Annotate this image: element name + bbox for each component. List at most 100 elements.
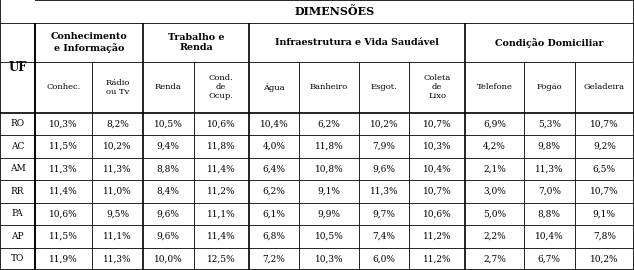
Text: 4,0%: 4,0% [262,142,286,151]
Text: 11,8%: 11,8% [207,142,236,151]
Text: 10,3%: 10,3% [315,254,344,263]
Text: 11,0%: 11,0% [103,187,132,196]
Text: Conhecimento
e Informação: Conhecimento e Informação [51,32,127,53]
Text: AC: AC [11,142,24,151]
Text: Trabalho e
Renda: Trabalho e Renda [168,33,224,52]
Text: 10,2%: 10,2% [590,254,619,263]
Text: Conhec.: Conhec. [47,83,81,91]
Text: Água: Água [263,83,285,92]
Text: 10,7%: 10,7% [590,187,619,196]
Text: 10,4%: 10,4% [535,232,564,241]
Text: 11,3%: 11,3% [103,164,132,173]
Text: 8,8%: 8,8% [538,209,561,218]
Text: 6,2%: 6,2% [318,119,340,128]
Text: 6,2%: 6,2% [262,187,285,196]
Text: 10,0%: 10,0% [154,254,183,263]
Text: 11,9%: 11,9% [49,254,78,263]
Text: 2,2%: 2,2% [483,232,506,241]
Text: 9,2%: 9,2% [593,142,616,151]
Text: 9,1%: 9,1% [318,187,340,196]
Text: 2,7%: 2,7% [483,254,506,263]
Text: 10,6%: 10,6% [423,209,451,218]
Text: Infraestrutura e Vida Saudável: Infraestrutura e Vida Saudável [275,38,439,47]
Text: 11,4%: 11,4% [207,232,236,241]
Text: 11,5%: 11,5% [49,232,78,241]
Text: 7,8%: 7,8% [593,232,616,241]
Text: Coleta
de
Lixo: Coleta de Lixo [424,74,451,100]
Text: 10,7%: 10,7% [423,187,451,196]
Text: 9,4%: 9,4% [157,142,180,151]
Text: Esgot.: Esgot. [371,83,398,91]
Text: 11,2%: 11,2% [423,232,451,241]
Text: Renda: Renda [155,83,182,91]
Text: 10,5%: 10,5% [314,232,344,241]
Text: 9,9%: 9,9% [318,209,340,218]
Text: RO: RO [11,119,25,128]
Text: 12,5%: 12,5% [207,254,236,263]
Text: 10,6%: 10,6% [49,209,78,218]
Text: Condição Domiciliar: Condição Domiciliar [495,38,604,48]
Text: 10,3%: 10,3% [49,119,78,128]
Text: 10,7%: 10,7% [423,119,451,128]
Text: 7,2%: 7,2% [262,254,285,263]
Text: 11,3%: 11,3% [49,164,78,173]
Text: 6,8%: 6,8% [262,232,286,241]
Text: Fogão: Fogão [536,83,562,91]
Text: 11,2%: 11,2% [207,187,236,196]
Text: 10,4%: 10,4% [260,119,288,128]
Text: 10,5%: 10,5% [154,119,183,128]
Text: 9,7%: 9,7% [373,209,396,218]
Text: 11,3%: 11,3% [535,164,564,173]
Text: 9,6%: 9,6% [157,232,180,241]
Text: 11,4%: 11,4% [207,164,236,173]
Text: Cond.
de
Ocup.: Cond. de Ocup. [209,74,234,100]
Text: AM: AM [10,164,25,173]
Text: AP: AP [11,232,24,241]
Text: 10,6%: 10,6% [207,119,236,128]
Text: 9,6%: 9,6% [373,164,396,173]
Text: 3,0%: 3,0% [483,187,506,196]
Text: 10,2%: 10,2% [370,119,398,128]
Text: 11,3%: 11,3% [370,187,398,196]
Text: UF: UF [8,62,27,75]
Text: 11,4%: 11,4% [49,187,78,196]
Text: 7,9%: 7,9% [373,142,396,151]
Text: TO: TO [11,254,24,263]
Text: 10,7%: 10,7% [590,119,619,128]
Text: 6,0%: 6,0% [373,254,396,263]
Text: 10,4%: 10,4% [423,164,451,173]
Text: 8,4%: 8,4% [157,187,180,196]
Text: 8,2%: 8,2% [107,119,129,128]
Text: 11,8%: 11,8% [314,142,344,151]
Text: 10,8%: 10,8% [314,164,344,173]
Text: 11,3%: 11,3% [103,254,132,263]
Text: 9,8%: 9,8% [538,142,561,151]
Text: 9,1%: 9,1% [593,209,616,218]
Text: PA: PA [11,209,23,218]
Text: 10,2%: 10,2% [103,142,132,151]
Text: 7,0%: 7,0% [538,187,561,196]
Text: 11,1%: 11,1% [103,232,132,241]
Text: 7,4%: 7,4% [373,232,396,241]
Text: 4,2%: 4,2% [483,142,506,151]
Text: Telefone: Telefone [476,83,512,91]
Text: DIMENSÕES: DIMENSÕES [294,6,375,17]
Text: Banheiro: Banheiro [310,83,348,91]
Text: 6,7%: 6,7% [538,254,561,263]
Text: 6,1%: 6,1% [262,209,286,218]
Text: 5,3%: 5,3% [538,119,561,128]
Text: 6,5%: 6,5% [593,164,616,173]
Text: 9,6%: 9,6% [157,209,180,218]
Text: 6,4%: 6,4% [262,164,286,173]
Text: Geladeira: Geladeira [584,83,625,91]
Text: 11,1%: 11,1% [207,209,236,218]
Text: 9,5%: 9,5% [106,209,129,218]
Text: 5,0%: 5,0% [483,209,506,218]
Text: 6,9%: 6,9% [483,119,506,128]
Text: RR: RR [11,187,24,196]
Text: 8,8%: 8,8% [157,164,180,173]
Text: 11,2%: 11,2% [423,254,451,263]
Text: 11,5%: 11,5% [49,142,78,151]
Text: Rádio
ou Tv: Rádio ou Tv [105,79,130,96]
Text: 2,1%: 2,1% [483,164,506,173]
